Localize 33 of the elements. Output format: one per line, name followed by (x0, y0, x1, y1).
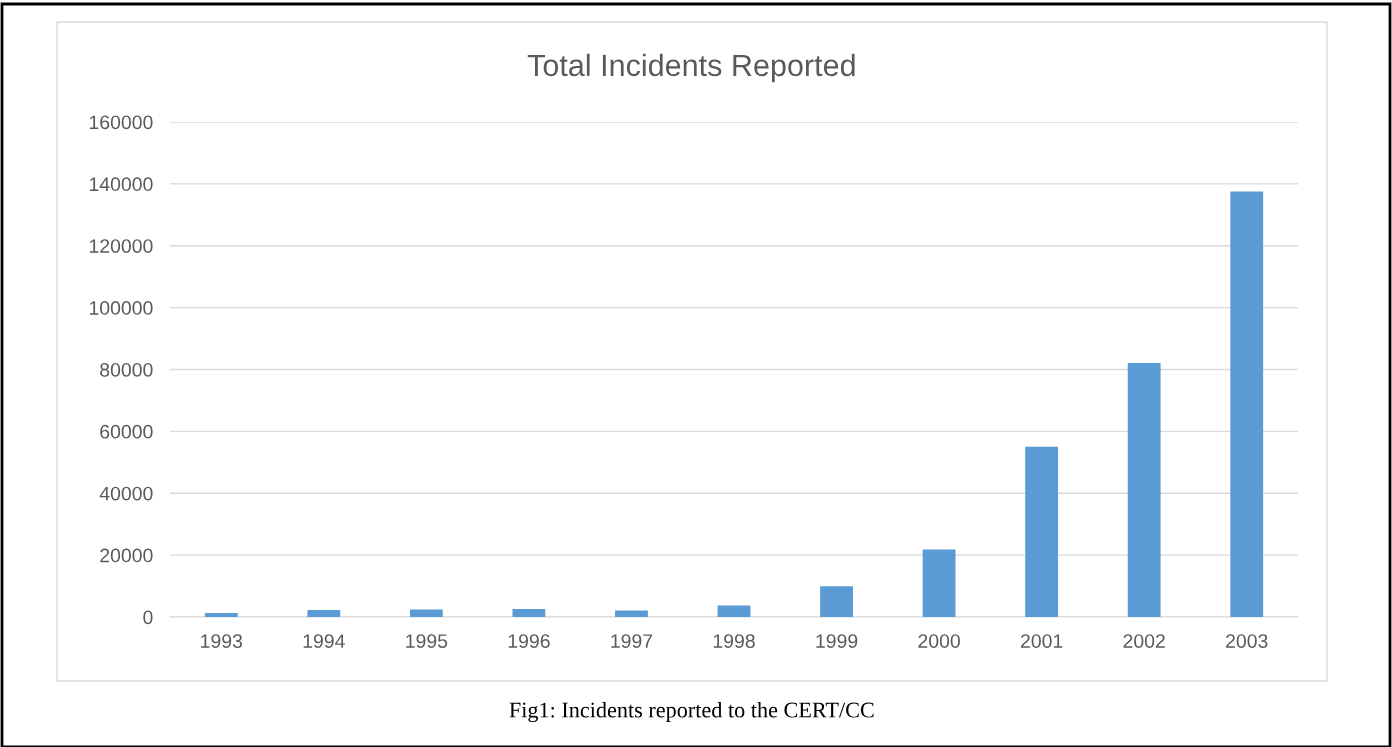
x-tick-label: 2003 (1226, 634, 1268, 648)
y-tick-label: 40000 (99, 486, 153, 501)
x-tick-label: 2000 (918, 634, 960, 648)
x-tick-label: 1996 (508, 634, 550, 648)
x-tick-label: 2002 (1123, 634, 1165, 648)
bar (307, 609, 341, 617)
y-tick-label: 100000 (89, 301, 153, 315)
bar (512, 608, 546, 617)
x-tick-label: 2001 (1020, 634, 1063, 648)
y-tick-label: 60000 (100, 424, 153, 439)
bar (717, 605, 751, 617)
x-tick-label: 1999 (816, 634, 858, 648)
x-tick-label: 1997 (611, 634, 653, 648)
bar (409, 609, 443, 617)
x-tick-label: 1998 (713, 634, 755, 648)
bar (1025, 446, 1059, 617)
y-tick-label: 160000 (89, 115, 153, 130)
y-tick-label: 80000 (100, 362, 153, 377)
bar (1230, 191, 1264, 617)
y-tick-label: 20000 (100, 548, 153, 563)
x-tick-label: 1993 (201, 634, 243, 648)
bar (204, 612, 238, 617)
bar (1127, 363, 1161, 617)
chart-title: Total Incidents Reported (527, 53, 855, 83)
y-tick-label: 120000 (89, 239, 153, 253)
y-tick-label: 0 (143, 610, 153, 625)
x-tick-label: 1994 (303, 634, 345, 648)
bar (922, 549, 956, 617)
bar (820, 586, 853, 617)
bar (615, 610, 648, 617)
caption: Fig1: Incidents reported to the CERT/CC (509, 701, 874, 723)
y-tick-label: 140000 (89, 177, 153, 192)
x-tick-label: 1995 (406, 634, 448, 648)
